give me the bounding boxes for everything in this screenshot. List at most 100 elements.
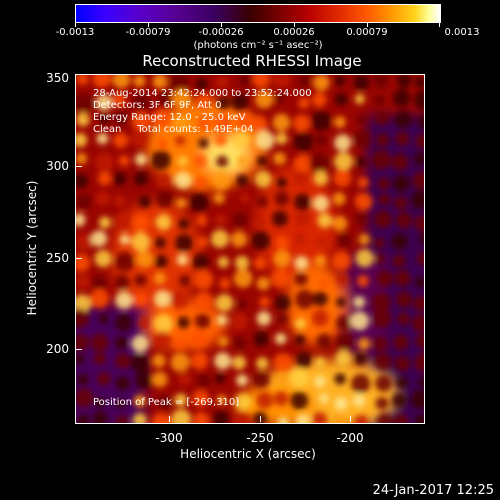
mottle-blob (413, 90, 424, 110)
mottle-blob (154, 237, 166, 249)
mottle-blob (334, 396, 348, 411)
mottle-blob (333, 413, 347, 423)
mottle-blob (96, 132, 109, 145)
mottle-blob (336, 315, 352, 331)
mottle-blob (391, 153, 409, 171)
mottle-blob (294, 255, 309, 271)
mottle-blob (253, 331, 269, 347)
mottle-blob (396, 291, 413, 308)
mottle-blob (314, 254, 327, 267)
mottle-blob (274, 93, 285, 104)
mottle-blob (76, 75, 89, 85)
mottle-blob (76, 273, 91, 289)
mottle-blob (251, 231, 271, 251)
info-time-range: 28-Aug-2014 23:42:24.000 to 23:52:24.000 (93, 88, 312, 99)
mottle-blob (76, 388, 94, 408)
mottle-blob (395, 376, 408, 389)
mottle-blob (236, 298, 248, 310)
mottle-blob (256, 311, 272, 326)
mottle-blob (194, 176, 207, 189)
mottle-blob (391, 233, 408, 250)
mottle-blob (177, 155, 188, 167)
mottle-blob (353, 130, 372, 148)
mottle-blob (76, 112, 90, 127)
mottle-blob (274, 294, 291, 311)
mottle-blob (173, 115, 191, 132)
mottle-blob (216, 155, 229, 168)
mottle-blob (334, 134, 352, 152)
mottle-blob (170, 352, 190, 372)
mottle-blob (76, 173, 89, 189)
mottle-blob (353, 75, 370, 91)
mottle-blob (355, 156, 367, 168)
mottle-blob (156, 190, 174, 209)
mottle-blob (197, 116, 212, 131)
mottle-blob (237, 155, 249, 167)
mottle-blob (76, 93, 94, 113)
mottle-blob (314, 357, 326, 368)
mottle-blob (169, 75, 190, 94)
mottle-blob (76, 213, 86, 227)
mottle-blob (178, 274, 191, 287)
mottle-blob (314, 375, 326, 388)
mottle-blob (230, 231, 248, 248)
mottle-blob (357, 337, 371, 351)
colorbar-tick (221, 22, 222, 27)
info-detectors: Detectors: 3F 6F 9F, Att 0 (93, 100, 222, 111)
mottle-blob (98, 216, 111, 229)
mottle-blob (378, 193, 391, 206)
mottle-blob (212, 171, 231, 191)
mottle-blob (216, 314, 228, 326)
mottle-blob (394, 355, 411, 372)
mottle-blob (374, 253, 386, 264)
mottle-blob (373, 210, 392, 229)
mottle-blob (413, 295, 424, 312)
mottle-blob (233, 412, 252, 423)
mottle-blob (94, 152, 115, 173)
mottle-blob (138, 195, 152, 208)
mottle-blob (376, 270, 393, 287)
mottle-blob (132, 214, 150, 232)
mottle-blob (252, 75, 270, 88)
mottle-blob (175, 233, 194, 252)
mottle-blob (193, 269, 214, 290)
mottle-blob (256, 155, 267, 166)
mottle-blob (354, 414, 369, 423)
mottle-blob (294, 272, 308, 286)
mottle-blob (174, 393, 188, 407)
mottle-blob (232, 355, 247, 370)
mottle-blob (392, 89, 411, 107)
mottle-blob (271, 75, 291, 89)
mottle-blob (239, 192, 251, 204)
mottle-blob (373, 75, 389, 89)
x-tick-label: -250 (246, 431, 274, 445)
mottle-blob (333, 151, 354, 171)
mottle-blob (411, 390, 424, 410)
mottle-blob (255, 90, 274, 109)
mottle-blob (137, 316, 151, 329)
mottle-blob (375, 375, 392, 392)
mottle-blob (332, 215, 348, 232)
mottle-blob (311, 110, 332, 131)
mottle-blob (290, 368, 309, 388)
mottle-blob (253, 216, 266, 229)
mottle-blob (395, 131, 410, 146)
mottle-blob (335, 350, 352, 367)
x-tick (350, 416, 351, 422)
mottle-blob (290, 391, 309, 410)
mottle-blob (89, 289, 110, 309)
mottle-blob (376, 413, 393, 423)
mottle-blob (273, 391, 289, 406)
mottle-blob (259, 296, 270, 308)
y-axis-title: Heliocentric Y (arcsec) (25, 180, 39, 316)
mottle-blob (217, 336, 229, 347)
mottle-blob (152, 75, 168, 89)
mottle-blob (375, 133, 390, 147)
mottle-blob (90, 333, 109, 352)
mottle-blob (371, 292, 391, 312)
mottle-blob (298, 75, 311, 88)
mottle-blob (95, 191, 111, 206)
mottle-blob (115, 291, 133, 310)
mottle-blob (276, 371, 290, 386)
mottle-blob (114, 336, 128, 350)
